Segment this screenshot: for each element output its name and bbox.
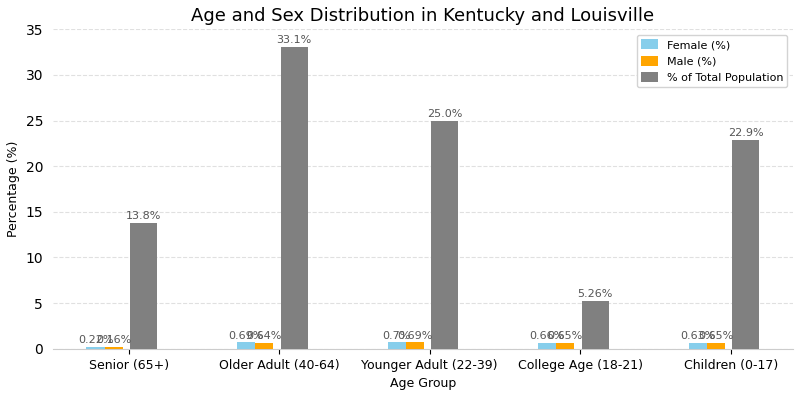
Text: 0.66%: 0.66% [530, 331, 565, 341]
Bar [255, 343, 273, 349]
Text: 0.69%: 0.69% [228, 331, 264, 341]
Bar [689, 343, 706, 349]
Text: 25.0%: 25.0% [427, 109, 462, 119]
Text: 22.9%: 22.9% [728, 128, 764, 138]
X-axis label: Age Group: Age Group [390, 377, 456, 390]
Text: 0.16%: 0.16% [96, 335, 131, 345]
Text: 0.22%: 0.22% [78, 335, 114, 345]
Bar [237, 343, 255, 349]
Text: 0.7%: 0.7% [382, 331, 410, 341]
Text: 0.65%: 0.65% [547, 331, 583, 341]
Bar [86, 347, 105, 349]
Bar [431, 121, 458, 349]
Bar [538, 343, 556, 349]
Text: 5.26%: 5.26% [578, 289, 613, 299]
Text: 0.65%: 0.65% [698, 331, 734, 341]
Text: 0.69%: 0.69% [397, 331, 432, 341]
Y-axis label: Percentage (%): Percentage (%) [7, 141, 20, 237]
Text: 0.64%: 0.64% [246, 331, 282, 341]
Text: 33.1%: 33.1% [277, 35, 312, 45]
Title: Age and Sex Distribution in Kentucky and Louisville: Age and Sex Distribution in Kentucky and… [191, 7, 654, 25]
Bar [387, 342, 406, 349]
Bar [130, 223, 158, 349]
Bar [406, 343, 424, 349]
Bar [706, 343, 725, 349]
Bar [556, 343, 574, 349]
Text: 0.63%: 0.63% [680, 331, 715, 341]
Bar [281, 46, 308, 349]
Bar [105, 347, 122, 349]
Bar [582, 301, 609, 349]
Text: 13.8%: 13.8% [126, 211, 162, 221]
Legend: Female (%), Male (%), % of Total Population: Female (%), Male (%), % of Total Populat… [637, 35, 787, 87]
Bar [732, 140, 759, 349]
